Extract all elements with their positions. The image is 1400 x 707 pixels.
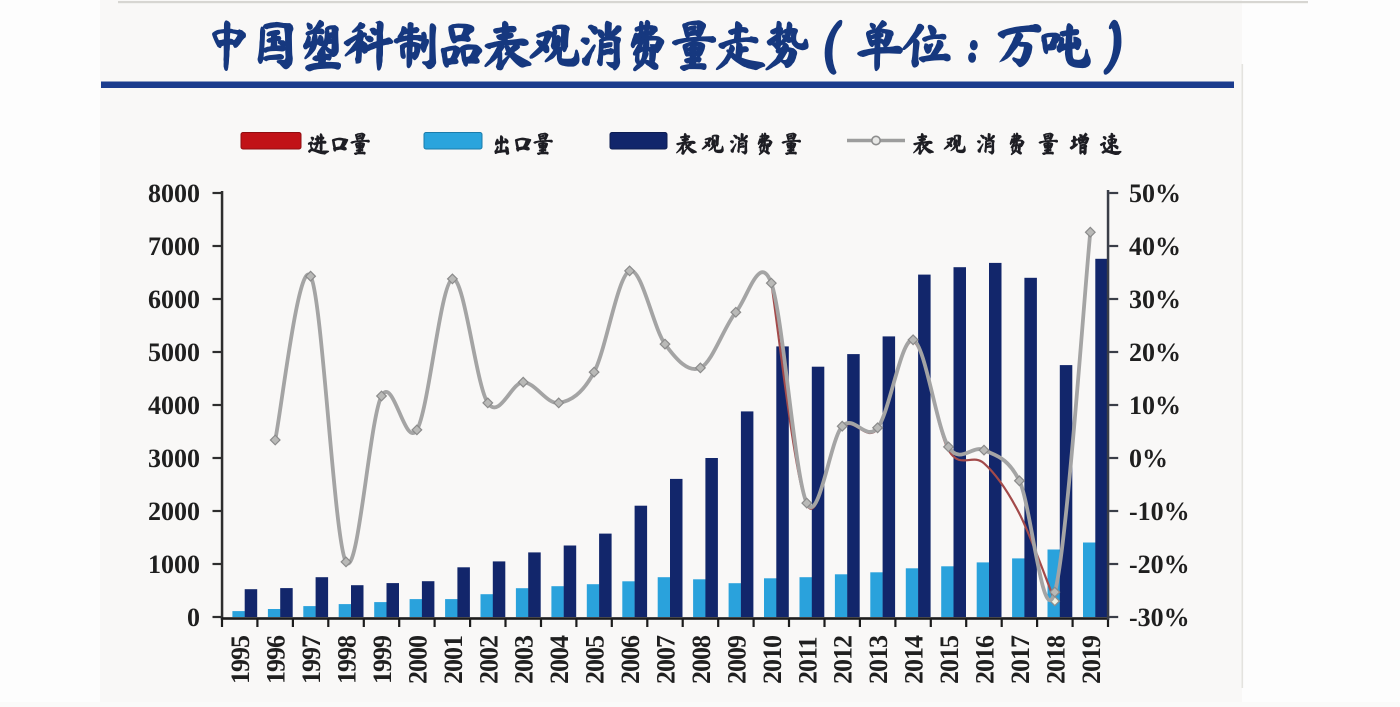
svg-text:20%: 20%	[1129, 338, 1181, 367]
svg-text:2017: 2017	[1006, 635, 1035, 684]
svg-text:2018: 2018	[1041, 635, 1070, 684]
svg-text:2010: 2010	[758, 635, 787, 684]
svg-text:40%: 40%	[1129, 232, 1181, 261]
svg-text:2006: 2006	[616, 635, 645, 684]
svg-text:8000: 8000	[148, 179, 200, 208]
svg-text:0%: 0%	[1129, 444, 1168, 473]
svg-text:10%: 10%	[1129, 391, 1181, 420]
svg-text:-20%: -20%	[1129, 550, 1190, 579]
svg-text:50%: 50%	[1129, 179, 1181, 208]
svg-text:2004: 2004	[545, 635, 574, 684]
svg-text:2014: 2014	[900, 635, 929, 684]
svg-text:2000: 2000	[403, 635, 432, 684]
svg-text:2000: 2000	[148, 497, 200, 526]
svg-text:2007: 2007	[652, 635, 681, 684]
svg-text:1997: 1997	[297, 635, 326, 684]
svg-text:4000: 4000	[148, 391, 200, 420]
svg-text:2016: 2016	[971, 635, 1000, 684]
svg-text:2015: 2015	[935, 635, 964, 684]
svg-text:2002: 2002	[474, 636, 503, 684]
svg-text:-10%: -10%	[1129, 497, 1190, 526]
svg-text:1996: 1996	[262, 635, 291, 684]
svg-text:7000: 7000	[148, 232, 200, 261]
svg-text:1998: 1998	[333, 635, 362, 684]
svg-text:1995: 1995	[226, 635, 255, 684]
svg-text:2009: 2009	[722, 635, 751, 684]
svg-text:5000: 5000	[148, 338, 200, 367]
svg-text:2013: 2013	[864, 635, 893, 684]
svg-text:2003: 2003	[510, 635, 539, 684]
svg-text:2011: 2011	[793, 637, 822, 684]
svg-text:3000: 3000	[148, 444, 200, 473]
svg-text:30%: 30%	[1129, 285, 1181, 314]
svg-text:1000: 1000	[148, 550, 200, 579]
svg-text:0: 0	[187, 603, 200, 632]
svg-text:2012: 2012	[829, 636, 858, 684]
svg-text:2019: 2019	[1077, 635, 1106, 684]
svg-text:2005: 2005	[581, 635, 610, 684]
svg-text:1999: 1999	[368, 635, 397, 684]
svg-text:2001: 2001	[439, 636, 468, 684]
svg-text:-30%: -30%	[1129, 603, 1190, 632]
svg-text:6000: 6000	[148, 285, 200, 314]
svg-text:2008: 2008	[687, 635, 716, 684]
